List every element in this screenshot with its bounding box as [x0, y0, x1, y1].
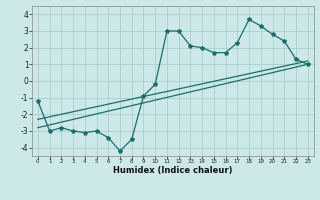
X-axis label: Humidex (Indice chaleur): Humidex (Indice chaleur) [113, 166, 233, 175]
